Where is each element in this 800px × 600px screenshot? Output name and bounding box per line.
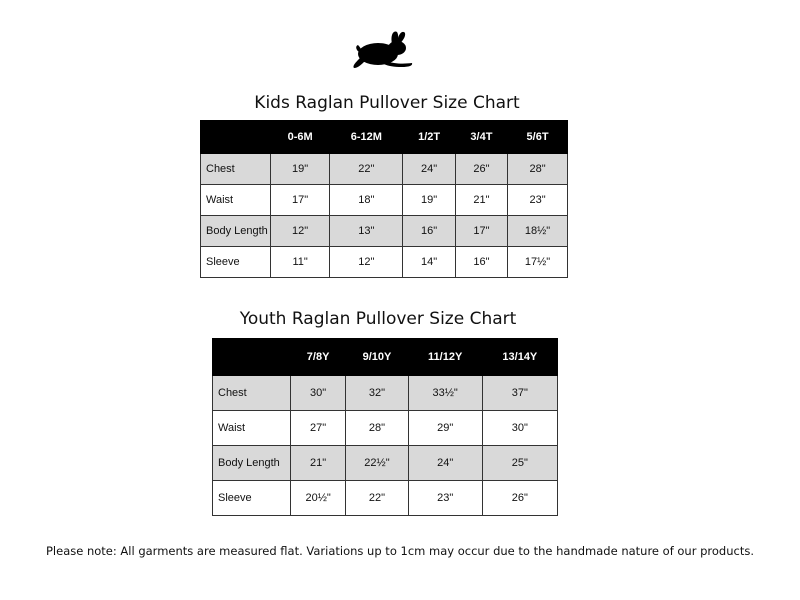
header-row: 7/8Y 9/10Y 11/12Y 13/14Y [212, 338, 559, 376]
measurement-cell: 28" [507, 153, 568, 185]
measurement-cell: 25" [481, 445, 559, 481]
measurement-cell: 28" [345, 410, 409, 446]
measurement-cell: 17½" [507, 246, 568, 278]
size-header: 5/6T [507, 120, 568, 154]
size-header: 11/12Y [407, 338, 483, 376]
measurement-cell: 20½" [289, 480, 347, 516]
measurement-cell: 21" [289, 445, 347, 481]
size-header: 3/4T [454, 120, 509, 154]
measurement-cell: 30" [481, 410, 559, 446]
measurement-cell: 11" [269, 246, 331, 278]
table-row: Chest 19" 22" 24" 26" 28" [200, 153, 568, 185]
youth-chart-title: Youth Raglan Pullover Size Chart [239, 309, 517, 329]
measurement-cell: 18" [329, 184, 404, 216]
measurement-cell: 14" [402, 246, 456, 278]
measurement-cell: 32" [345, 375, 409, 411]
measurement-cell: 37" [481, 375, 559, 411]
size-header: 1/2T [402, 120, 456, 154]
measurement-cell: 24" [407, 445, 483, 481]
measurement-cell: 22½" [345, 445, 409, 481]
measurement-cell: 13" [329, 215, 404, 247]
row-label: Body Length [200, 215, 271, 247]
row-label: Chest [212, 375, 291, 411]
measurement-cell: 33½" [407, 375, 483, 411]
table-row: Body Length 12" 13" 16" 17" 18½" [200, 215, 568, 247]
measurement-cell: 22" [345, 480, 409, 516]
table-row: Waist 27" 28" 29" 30" [212, 410, 559, 446]
measurement-cell: 12" [329, 246, 404, 278]
measurement-cell: 23" [407, 480, 483, 516]
size-header: 7/8Y [289, 338, 347, 376]
table-row: Chest 30" 32" 33½" 37" [212, 375, 559, 411]
row-label: Waist [200, 184, 271, 216]
table-row: Sleeve 11" 12" 14" 16" 17½" [200, 246, 568, 278]
measurement-cell: 18½" [507, 215, 568, 247]
header-row: 0-6M 6-12M 1/2T 3/4T 5/6T [200, 120, 568, 154]
table-row: Waist 17" 18" 19" 21" 23" [200, 184, 568, 216]
measurement-note: Please note: All garments are measured f… [46, 544, 754, 558]
row-label: Waist [212, 410, 291, 446]
size-header: 0-6M [269, 120, 331, 154]
row-label: Sleeve [212, 480, 291, 516]
row-label: Body Length [212, 445, 291, 481]
measurement-cell: 16" [454, 246, 509, 278]
measurement-cell: 23" [507, 184, 568, 216]
size-header: 9/10Y [345, 338, 409, 376]
youth-size-table: 7/8Y 9/10Y 11/12Y 13/14Y Chest 30" 32" 33½" 37" W… [212, 338, 559, 516]
measurement-cell: 16" [402, 215, 456, 247]
measurement-cell: 26" [454, 153, 509, 185]
row-label: Chest [200, 153, 271, 185]
measurement-cell: 17" [269, 184, 331, 216]
kids-size-table: 0-6M 6-12M 1/2T 3/4T 5/6T Chest 19" 22" 24" 26" 28… [200, 120, 568, 278]
measurement-cell: 12" [269, 215, 331, 247]
corner-cell [200, 120, 271, 154]
measurement-cell: 17" [454, 215, 509, 247]
measurement-cell: 19" [402, 184, 456, 216]
rabbit-logo-icon [353, 31, 413, 68]
table-row: Sleeve 20½" 22" 23" 26" [212, 480, 559, 516]
row-label: Sleeve [200, 246, 271, 278]
size-header: 6-12M [329, 120, 404, 154]
corner-cell [212, 338, 291, 376]
measurement-cell: 19" [269, 153, 331, 185]
measurement-cell: 21" [454, 184, 509, 216]
size-header: 13/14Y [481, 338, 559, 376]
measurement-cell: 24" [402, 153, 456, 185]
table-row: Body Length 21" 22½" 24" 25" [212, 445, 559, 481]
measurement-cell: 27" [289, 410, 347, 446]
measurement-cell: 29" [407, 410, 483, 446]
measurement-cell: 30" [289, 375, 347, 411]
measurement-cell: 22" [329, 153, 404, 185]
measurement-cell: 26" [481, 480, 559, 516]
kids-chart-title: Kids Raglan Pullover Size Chart [254, 93, 520, 113]
